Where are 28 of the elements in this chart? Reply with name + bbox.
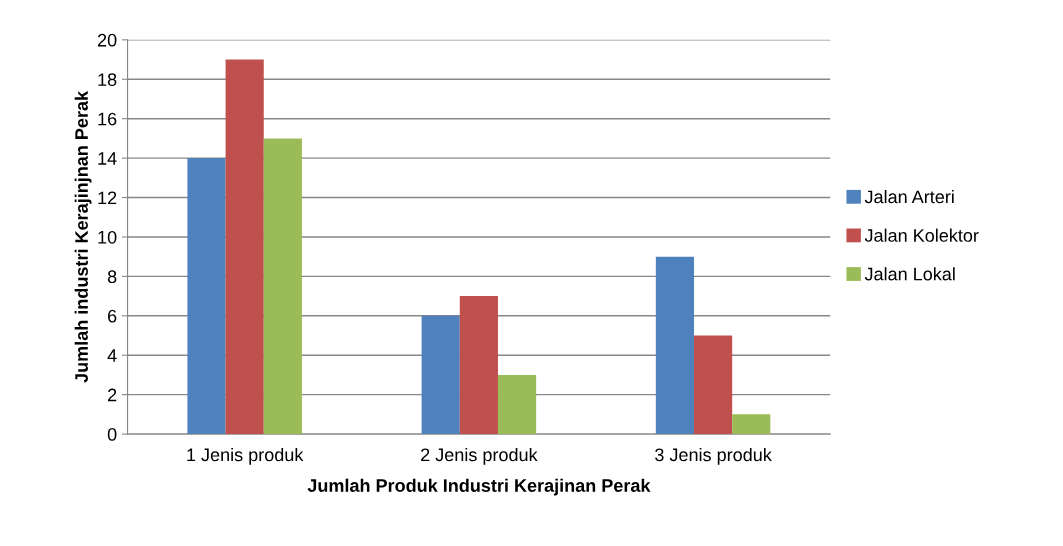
bar [732,414,771,435]
y-tick-label: 4 [107,349,117,362]
legend-label: Jalan Arteri [864,190,954,204]
bar [694,335,733,435]
bar [225,59,264,435]
bar [263,138,302,435]
y-tick-label: 14 [98,152,117,165]
y-tick-label: 18 [98,73,117,86]
x-tick-label: 1 Jenis produk [187,447,304,465]
y-tick-label: 0 [107,428,117,441]
y-tick-label: 10 [98,230,117,244]
bar [421,315,460,435]
y-tick-label: 8 [107,270,117,284]
y-tick-label: 6 [108,309,117,323]
y-axis-title: Jumlah industri Kerajinjnan Perak [74,90,92,383]
bar [655,256,695,435]
legend-label: Jalan Kolektor [864,228,979,242]
x-tick-label: 2 Jenis produk [421,447,538,465]
x-axis-title: Jumlah Produk Industri Kerajinan Perak [307,478,651,496]
bar [187,158,226,435]
bar [459,296,498,435]
y-tick-label: 16 [98,112,117,126]
legend-label: Jalan Lokal [864,267,955,281]
y-tick-label: 12 [98,191,117,205]
bar [497,374,537,435]
x-tick-label: 3 Jenis produk [655,447,772,465]
y-tick-label: 2 [108,388,117,402]
y-tick-label: 20 [97,33,117,47]
